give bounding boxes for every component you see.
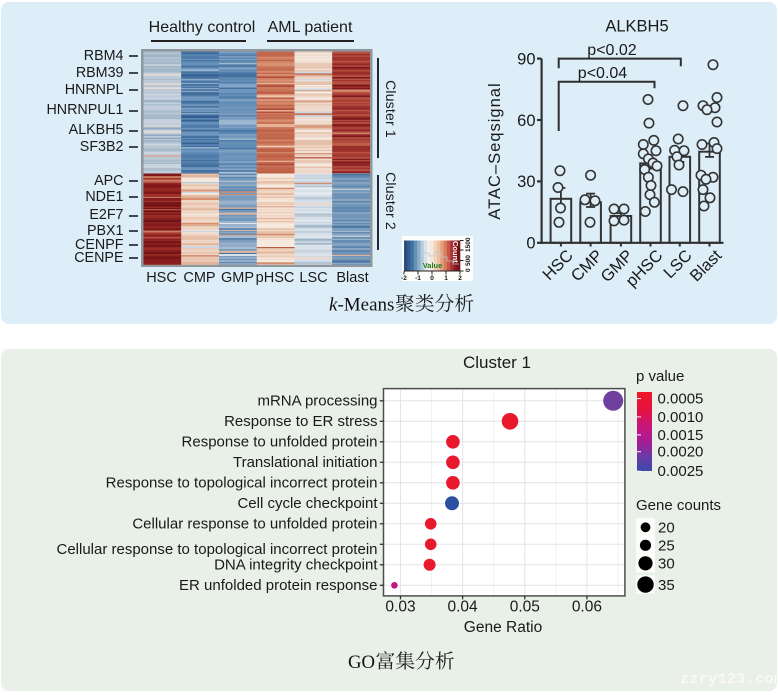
svg-text:ALKBH5: ALKBH5 [605,18,668,36]
svg-text:DNA integrity checkpoint: DNA integrity checkpoint [214,557,378,574]
svg-text:mRNA processing: mRNA processing [257,393,377,410]
svg-text:20: 20 [658,520,675,537]
svg-text:-2: -2 [401,275,407,282]
svg-text:p value: p value [636,368,684,385]
svg-text:0.06: 0.06 [572,599,602,616]
svg-text:Cluster 1: Cluster 1 [463,353,531,372]
svg-text:Blast: Blast [687,246,726,285]
svg-text:0.0005: 0.0005 [658,391,704,408]
svg-text:25: 25 [658,538,675,555]
svg-text:90: 90 [517,50,535,68]
svg-text:1: 1 [444,275,448,282]
svg-text:30: 30 [658,556,675,573]
svg-text:500: 500 [465,255,472,266]
svg-text:HSC: HSC [539,247,576,284]
svg-text:0.05: 0.05 [510,599,540,616]
svg-text:p<0.04: p<0.04 [578,65,627,82]
svg-text:Response to ER stress: Response to ER stress [224,413,377,430]
svg-text:Gene counts: Gene counts [636,497,721,514]
svg-text:-1: -1 [415,275,421,282]
svg-text:Response to unfolded protein: Response to unfolded protein [182,434,378,451]
svg-text:0.0015: 0.0015 [658,427,704,444]
svg-text:Response to topological incorr: Response to topological incorrect protei… [106,475,378,492]
svg-text:Count: Count [451,241,460,263]
svg-text:ER unfolded protein response: ER unfolded protein response [179,577,377,594]
svg-text:0: 0 [526,235,535,253]
svg-text:0.03: 0.03 [385,599,415,616]
svg-text:0.04: 0.04 [448,599,479,616]
svg-text:0.0025: 0.0025 [658,463,704,480]
svg-text:p<0.02: p<0.02 [587,42,636,59]
svg-text:0: 0 [430,275,434,282]
svg-text:Value: Value [423,261,443,270]
svg-text:Cellular response to unfolded: Cellular response to unfolded protein [132,516,377,533]
svg-text:Gene Ratio: Gene Ratio [464,619,542,636]
svg-text:ATAC–Seqsignal: ATAC–Seqsignal [486,82,504,219]
svg-text:60: 60 [517,112,535,130]
svg-text:35: 35 [658,577,675,594]
svg-text:k-Means: k-Means [329,295,394,316]
svg-text:Translational initiation: Translational initiation [233,454,378,471]
svg-text:1500: 1500 [465,237,472,252]
svg-text:CMP: CMP [568,247,607,286]
svg-text:2: 2 [458,275,462,282]
svg-text:GO: GO [348,652,375,673]
svg-text:30: 30 [517,173,535,191]
svg-text:0.0010: 0.0010 [658,409,704,426]
svg-text:Cell cycle checkpoint: Cell cycle checkpoint [237,495,378,512]
svg-text:Cellular response to topologic: Cellular response to topological incorre… [56,541,377,558]
svg-text:0: 0 [465,268,472,272]
svg-text:0.0020: 0.0020 [658,444,704,461]
